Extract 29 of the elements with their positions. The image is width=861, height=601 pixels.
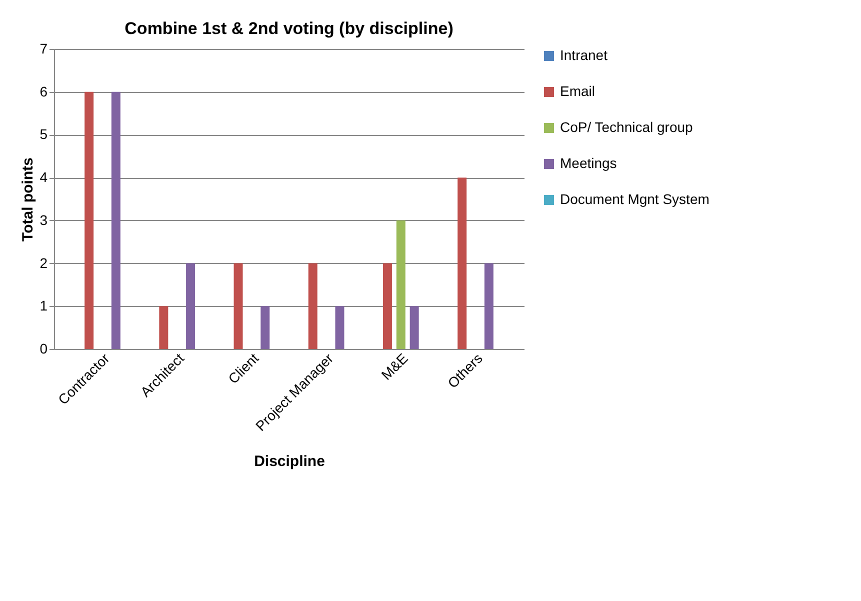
bar [186, 263, 196, 349]
y-tick-label: 4 [40, 169, 48, 186]
y-tick-label: 1 [40, 298, 48, 314]
bar [111, 92, 120, 349]
y-tick-label: 2 [40, 254, 48, 271]
chart-title: Combine 1st & 2nd voting (by discipline) [124, 19, 454, 38]
y-axis-title: Total points [20, 158, 37, 242]
y-tick-label: 3 [40, 212, 48, 228]
bar [396, 220, 406, 349]
bar [84, 92, 94, 349]
bar [234, 263, 243, 349]
bar [308, 263, 318, 349]
bar [410, 306, 419, 349]
y-tick-label: 5 [40, 126, 48, 142]
y-tick-label: 6 [40, 83, 48, 100]
bar [382, 263, 392, 349]
bar [260, 306, 270, 349]
x-axis-title: Discipline [254, 453, 325, 470]
bar [484, 263, 494, 349]
bar [458, 178, 467, 349]
legend-label: Document Mgnt System [560, 191, 710, 207]
y-tick-label: 7 [40, 40, 48, 56]
legend-label: Meetings [560, 155, 617, 171]
legend-label: Email [560, 83, 596, 99]
y-tick-label: 0 [40, 340, 48, 356]
legend-label: Intranet [560, 47, 608, 63]
bar [159, 306, 168, 349]
legend-label: CoP/ Technical group [560, 119, 694, 135]
bar [335, 306, 344, 349]
